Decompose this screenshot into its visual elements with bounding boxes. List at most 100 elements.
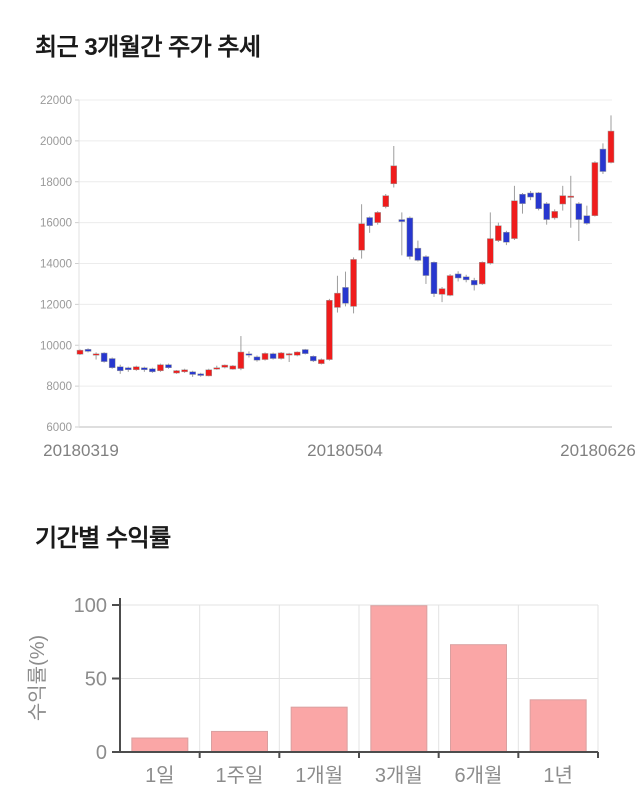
candle-up [438,288,446,295]
candle-up [390,165,398,185]
candle-up [173,370,180,374]
y-axis-tick-label: 6000 [46,422,72,434]
candle-down [527,192,534,198]
y-axis-tick-label: 0 [96,742,107,764]
candle-up [229,365,237,370]
bar [450,644,507,753]
bar [529,699,587,753]
candle-up [559,195,566,205]
candle-up [213,367,221,370]
candle-down [342,287,349,304]
y-axis-tick-label: 14000 [40,259,72,271]
x-axis-category-label: 6개월 [455,764,503,787]
y-axis-tick-label: 10000 [40,340,72,352]
candle-up [318,359,325,364]
candle-down [302,349,309,354]
y-axis-tick-label: 20000 [40,136,72,148]
candle-up [133,366,140,371]
y-axis-tick-label: 50 [85,669,107,691]
candle-down [406,217,414,257]
candle-up [511,200,518,239]
candle-down [84,349,92,352]
bar [370,605,428,753]
price-trend-title: 최근 3개월간 주가 추세 [35,34,261,61]
bar [211,730,268,753]
y-axis-tick-label: 100 [74,595,107,617]
candle-down [422,256,430,276]
candle-down [398,219,406,222]
candle-up [567,195,575,198]
candle-down [149,368,156,373]
x-axis-category-label: 3개월 [375,764,423,787]
y-axis-tick-label: 8000 [46,381,72,393]
candle-down [454,273,462,279]
candle-up [607,130,615,163]
candle-up [221,364,229,368]
candle-down [583,215,591,224]
candle-up [157,364,164,372]
candle-down [503,231,510,243]
candle-up [293,351,301,356]
candle-down [189,371,196,375]
candle-up [358,223,365,251]
x-axis-category-label: 1개월 [295,764,343,787]
candle-up [350,259,357,307]
candle-down [414,247,422,261]
y-axis-tick-label: 16000 [40,218,72,230]
x-axis-date-label: 20180626 [560,441,636,460]
candle-down [125,367,132,371]
y-axis-tick-label: 22000 [40,95,72,107]
candle-up [181,369,188,373]
candle-up [92,353,100,356]
candle-up [479,262,486,285]
candle-up [334,292,341,308]
candle-down [470,280,478,286]
price-candlestick-chart: 6000 8000 10000 12000 14000 16000 18000 20000 22… [40,95,636,460]
candle-up [277,352,285,359]
candle-down [430,262,438,294]
bar [290,706,348,753]
candle-down [165,364,172,368]
candle-up [76,349,84,355]
candle-down [543,203,550,220]
candle-down [519,193,526,204]
candle-up [326,300,333,360]
candle-up [487,238,494,264]
candle-down [599,148,607,172]
candle-up [551,211,558,219]
candle-up [495,225,502,241]
candle-up [591,162,599,216]
candle-down [366,217,373,226]
bar [131,737,189,753]
period-returns-bar-chart: 0 50 100 1일 1주일 1개월 3개월 6개월 1년 수익률(%) [26,595,599,787]
candle-down [197,373,204,376]
x-axis-category-label: 1주일 [216,764,264,787]
candle-down [100,352,108,362]
candle-down [535,192,542,209]
x-axis-category-label: 1년 [543,764,573,787]
x-axis-category-label: 1일 [145,764,175,787]
y-axis-tick-label: 18000 [40,177,72,189]
candle-down [141,367,148,371]
candle-down [575,203,583,220]
y-axis-tick-label: 12000 [40,299,72,311]
candle-up [285,353,293,356]
candle-up [237,351,245,369]
period-returns-title: 기간별 수익률 [35,525,171,552]
candle-down [245,353,253,356]
candle-up [446,275,454,296]
candle-up [205,369,212,377]
candle-down [462,276,470,281]
y-axis-title: 수익률(%) [26,635,49,721]
candle-down [108,358,116,368]
candle-up [382,195,389,207]
candle-down [269,353,277,359]
candle-up [374,212,381,223]
candle-down [253,356,261,361]
candle-up [261,353,269,360]
candle-down [116,366,124,372]
candle-down [310,356,317,362]
x-axis-date-label: 20180504 [307,441,383,460]
x-axis-date-label: 20180319 [43,441,119,460]
